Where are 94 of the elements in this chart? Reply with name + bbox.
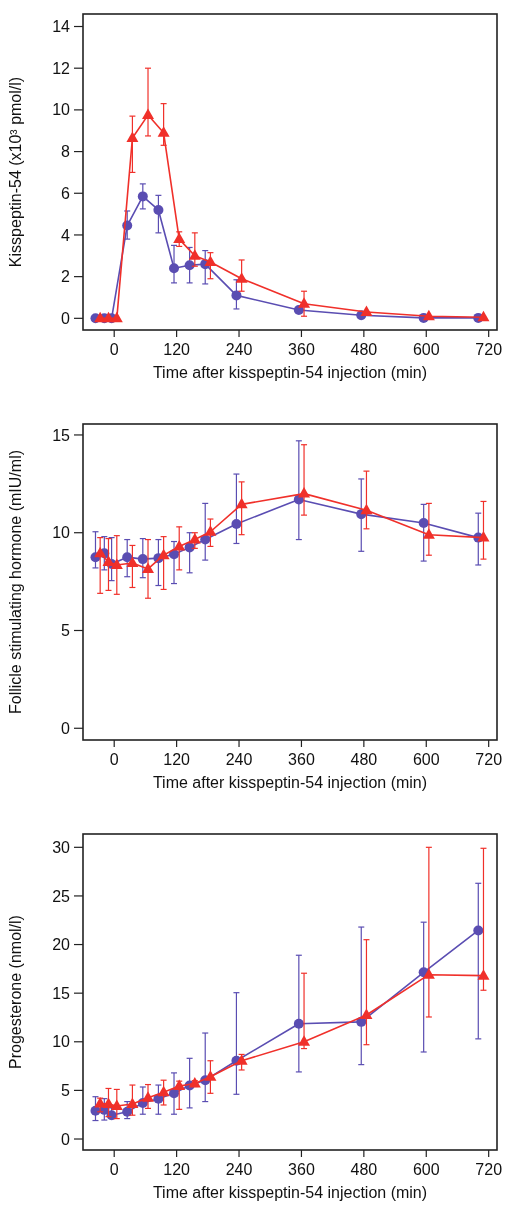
x-tick-label: 360 xyxy=(288,341,315,358)
point xyxy=(422,309,435,321)
y-tick-label: 5 xyxy=(61,1082,71,1099)
x-tick-label: 480 xyxy=(350,1161,378,1178)
point xyxy=(477,531,490,542)
y-tick-label: 10 xyxy=(52,524,71,542)
point xyxy=(360,1008,373,1020)
point xyxy=(360,503,373,515)
x-tick-label: 0 xyxy=(109,341,119,358)
y-tick-label: 15 xyxy=(52,984,71,1002)
point xyxy=(204,255,217,267)
y-tick-label: 5 xyxy=(61,622,71,640)
y-tick-label: 0 xyxy=(61,309,71,327)
point xyxy=(235,272,248,283)
point xyxy=(137,191,148,202)
point xyxy=(231,518,242,529)
point xyxy=(184,260,195,271)
x-tick-label: 480 xyxy=(350,751,378,768)
point xyxy=(142,1091,155,1102)
y-tick-label: 6 xyxy=(61,184,71,202)
x-axis-title: Time after kisspeptin-54 injection (min) xyxy=(152,774,428,791)
y-tick-label: 14 xyxy=(52,18,71,36)
point xyxy=(422,968,435,979)
y-axis-title: Progesterone (nmol/l) xyxy=(7,915,24,1069)
point xyxy=(110,1099,123,1110)
y-tick-label: 12 xyxy=(52,59,71,77)
y-tick-label: 8 xyxy=(61,143,71,161)
x-tick-label: 720 xyxy=(475,751,503,768)
x-axis-title: Time after kisspeptin-54 injection (min) xyxy=(152,1184,428,1201)
y-tick-label: 0 xyxy=(61,719,71,737)
point xyxy=(142,562,155,573)
y-tick-label: 15 xyxy=(52,426,71,444)
x-tick-label: 720 xyxy=(475,341,503,358)
x-tick-label: 0 xyxy=(109,1161,119,1178)
y-tick-label: 25 xyxy=(52,887,71,905)
y-tick-label: 10 xyxy=(52,101,71,119)
point xyxy=(473,925,484,936)
point xyxy=(122,552,133,563)
point xyxy=(137,554,148,565)
point xyxy=(157,1085,170,1097)
point xyxy=(204,1070,217,1081)
point xyxy=(126,131,139,143)
point xyxy=(157,126,170,137)
x-tick-label: 240 xyxy=(225,1161,253,1178)
point xyxy=(477,969,490,980)
point xyxy=(298,487,311,498)
point xyxy=(235,1054,248,1065)
point xyxy=(418,517,429,528)
y-tick-label: 20 xyxy=(52,936,71,954)
point xyxy=(157,548,170,560)
x-tick-label: 0 xyxy=(109,751,119,768)
point xyxy=(360,305,373,317)
point xyxy=(110,558,123,569)
x-tick-label: 360 xyxy=(288,1161,315,1178)
point xyxy=(173,539,186,551)
x-tick-label: 480 xyxy=(350,341,378,358)
x-tick-label: 120 xyxy=(163,1161,191,1178)
point xyxy=(110,311,123,323)
y-tick-label: 0 xyxy=(61,1130,71,1148)
x-tick-label: 360 xyxy=(288,751,315,768)
point xyxy=(173,232,186,244)
point xyxy=(204,525,217,536)
point xyxy=(293,1018,304,1029)
x-tick-label: 120 xyxy=(163,751,191,768)
point xyxy=(298,1035,311,1046)
point xyxy=(173,1079,186,1091)
point xyxy=(153,204,164,215)
point xyxy=(422,528,435,539)
y-tick-label: 10 xyxy=(52,1033,71,1051)
point xyxy=(188,249,201,260)
x-tick-label: 720 xyxy=(475,1161,503,1178)
x-tick-label: 600 xyxy=(412,751,440,768)
point xyxy=(102,555,115,567)
point xyxy=(235,497,248,509)
point xyxy=(231,290,242,301)
x-tick-label: 120 xyxy=(163,341,191,358)
x-axis-title: Time after kisspeptin-54 injection (min) xyxy=(152,364,428,381)
point xyxy=(298,297,311,308)
y-axis-title: Kisspeptin-54 (x10³ pmol/l) xyxy=(7,76,24,268)
x-tick-label: 240 xyxy=(225,751,253,768)
point xyxy=(169,263,180,274)
point xyxy=(477,310,490,322)
y-tick-label: 30 xyxy=(52,838,71,856)
point xyxy=(188,533,201,544)
point xyxy=(142,108,155,120)
y-tick-label: 4 xyxy=(61,226,71,244)
x-tick-label: 600 xyxy=(412,1161,440,1178)
point xyxy=(126,556,139,568)
point xyxy=(126,1097,139,1109)
point xyxy=(94,546,107,558)
x-tick-label: 600 xyxy=(412,341,440,358)
y-axis-title: Follicle stimulating hormone (mIU/ml) xyxy=(7,449,24,715)
y-tick-label: 2 xyxy=(61,268,71,286)
x-tick-label: 240 xyxy=(225,341,253,358)
